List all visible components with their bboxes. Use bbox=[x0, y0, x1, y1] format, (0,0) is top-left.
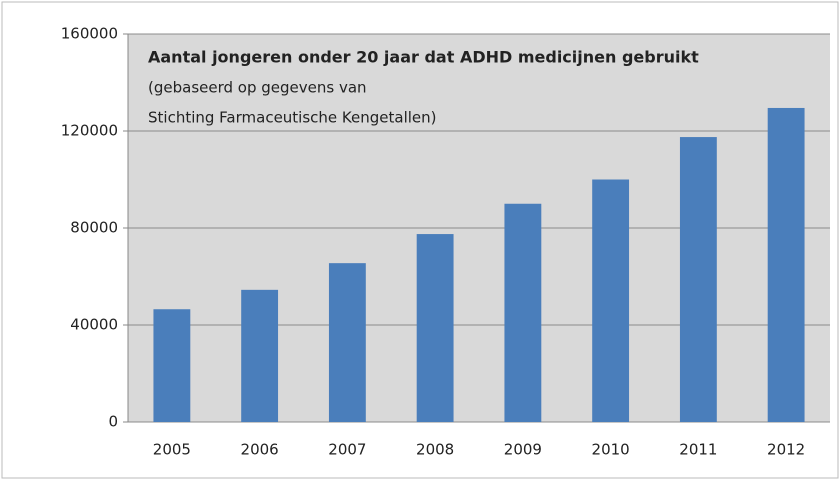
bar bbox=[241, 289, 279, 422]
x-tick-label: 2007 bbox=[328, 441, 366, 459]
bar bbox=[328, 263, 366, 422]
bar bbox=[504, 203, 542, 422]
bar bbox=[592, 179, 630, 422]
x-tick-label: 2005 bbox=[153, 441, 191, 459]
x-tick-label: 2008 bbox=[416, 441, 454, 459]
x-tick-label: 2010 bbox=[592, 441, 630, 459]
y-tick-label: 40000 bbox=[70, 316, 118, 334]
bar bbox=[416, 234, 454, 422]
bar bbox=[767, 107, 805, 423]
y-tick-label: 120000 bbox=[61, 122, 118, 140]
bars bbox=[153, 107, 805, 423]
chart-subtitle: (gebaseerd op gegevens van bbox=[148, 79, 367, 97]
y-tick-label: 160000 bbox=[61, 25, 118, 43]
y-tick-label: 80000 bbox=[70, 219, 118, 237]
x-tick-label: 2012 bbox=[767, 441, 805, 459]
x-tick-label: 2009 bbox=[504, 441, 542, 459]
x-tick-label: 2011 bbox=[679, 441, 717, 459]
bar bbox=[153, 309, 191, 422]
chart-title: Aantal jongeren onder 20 jaar dat ADHD m… bbox=[148, 48, 699, 67]
y-tick-label: 0 bbox=[108, 413, 118, 431]
x-tick-label: 2006 bbox=[241, 441, 279, 459]
bar bbox=[679, 137, 717, 422]
chart-subtitle: Stichting Farmaceutische Kengetallen) bbox=[148, 109, 437, 127]
